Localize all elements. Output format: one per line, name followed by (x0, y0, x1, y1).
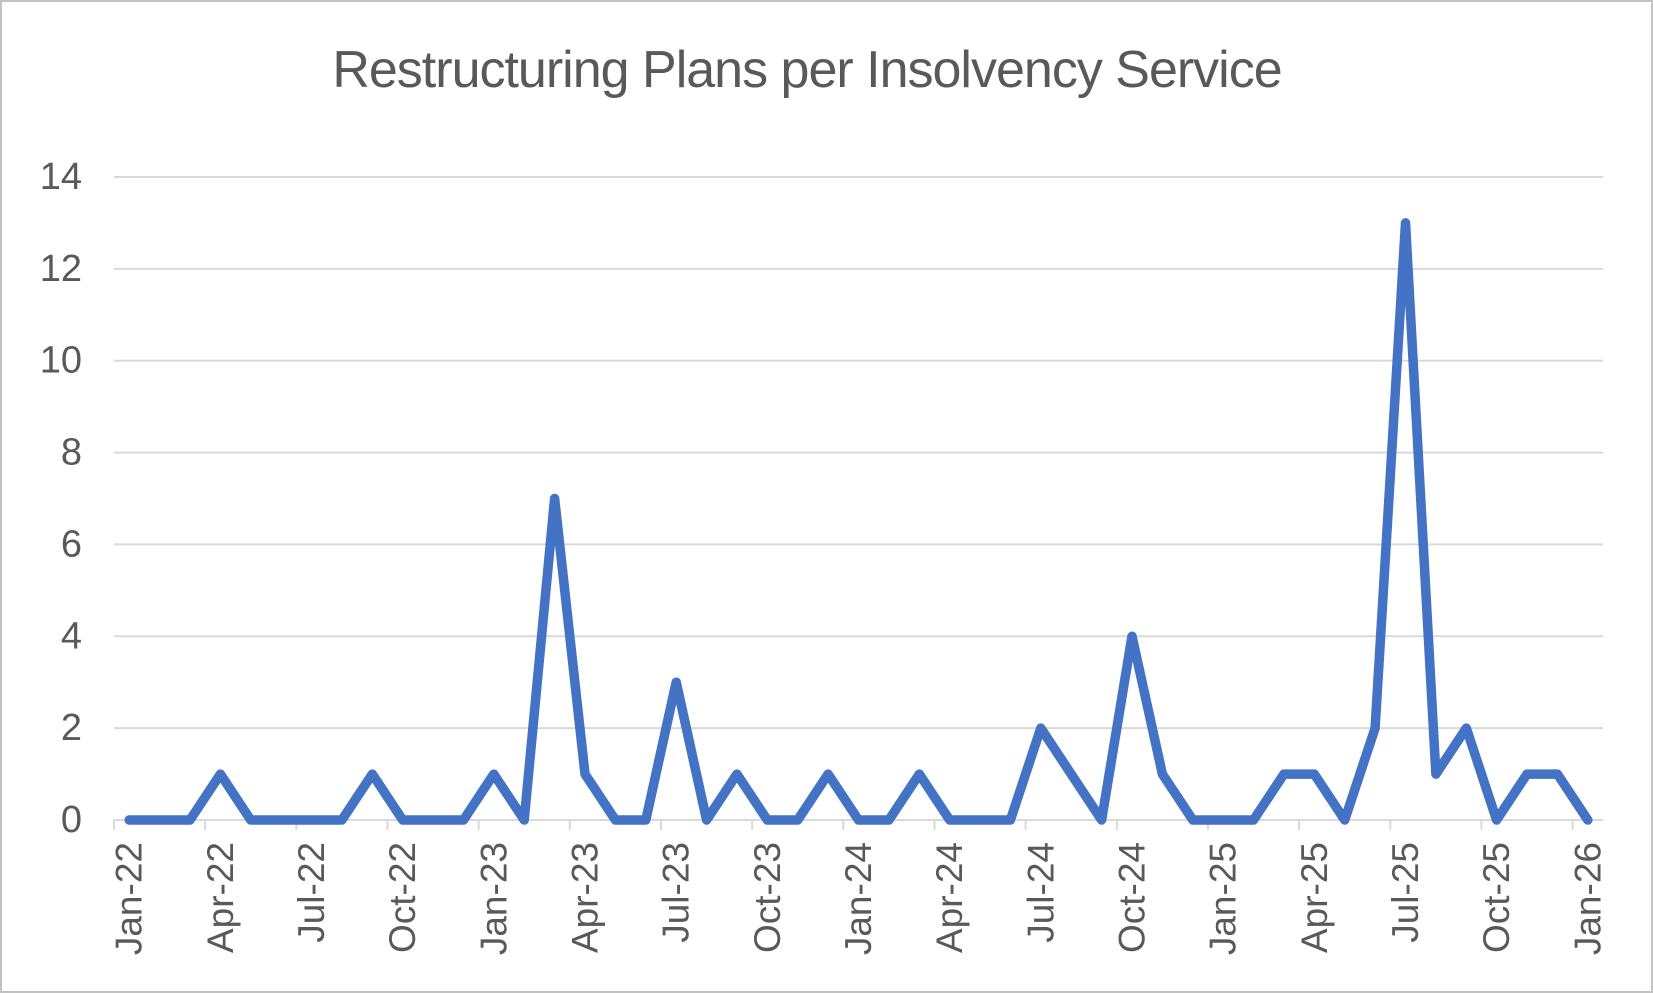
data-line-series (124, 218, 1593, 825)
y-axis-tick-label: 10 (40, 340, 82, 382)
x-axis-tick-label: Oct-22 (382, 842, 423, 953)
y-axis-tick-label: 2 (61, 707, 82, 749)
x-axis-tick-label: Jul-23 (656, 842, 697, 943)
x-axis-tick-label: Jan-24 (838, 842, 879, 955)
y-axis-tick-label: 12 (40, 248, 82, 290)
x-axis-tick-label: Oct-23 (747, 842, 788, 953)
y-axis-tick-label: 0 (61, 799, 82, 841)
x-axis-tick-label: Apr-23 (565, 842, 606, 953)
y-axis-tick-label: 6 (61, 523, 82, 565)
x-axis-tick-label: Jan-23 (473, 842, 514, 955)
x-axis-tick-label: Oct-24 (1111, 842, 1152, 953)
y-axis-tick-label: 4 (61, 615, 82, 657)
x-axis-tick-label: Jan-25 (1203, 842, 1244, 955)
x-axis-tick-label: Jul-25 (1385, 842, 1426, 943)
x-axis-tick-label: Jan-22 (109, 842, 150, 955)
x-axis-tick-label: Jan-26 (1567, 842, 1608, 955)
x-axis-tick-label: Jul-24 (1020, 842, 1061, 943)
y-axis-tick-label: 14 (40, 156, 82, 198)
y-axis-tick-label: 8 (61, 432, 82, 474)
chart-title: Restructuring Plans per Insolvency Servi… (332, 41, 1282, 99)
x-axis-tick-label: Oct-25 (1476, 842, 1517, 953)
x-axis-tick-label: Apr-25 (1294, 842, 1335, 953)
x-axis-tick-label: Jul-22 (291, 842, 332, 943)
x-axis-tick-label: Apr-22 (200, 842, 241, 953)
x-axis-tick-label: Apr-24 (929, 842, 970, 953)
